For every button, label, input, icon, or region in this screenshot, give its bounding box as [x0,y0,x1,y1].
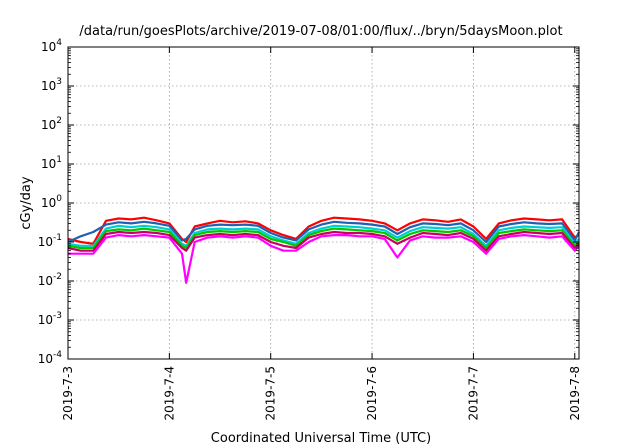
x-tick-label: 2019-7-3 [61,366,75,420]
series-line [67,230,580,252]
x-tick-label: 2019-7-5 [264,366,278,420]
y-tick-label: 100 [41,194,62,210]
series-line [67,216,580,245]
series-line [67,220,580,244]
y-tick-label: 101 [41,155,62,171]
y-tick-label: 10-2 [38,272,62,288]
series-line [67,227,580,250]
chart-title: /data/run/goesPlots/archive/2019-07-08/0… [79,24,562,39]
x-tick-label: 2019-7-8 [568,366,582,420]
series-group [67,216,580,284]
x-tick-label: 2019-7-6 [365,366,379,420]
y-tick-label: 10-3 [38,311,62,327]
series-line [67,224,580,247]
y-tick-label: 103 [41,77,62,93]
y-axis-title: cGy/day [19,176,34,230]
grid-lines [68,47,579,359]
axis-ticks [67,46,579,360]
x-tick-labels: 2019-7-3 2019-7-4 2019-7-5 2019-7-6 2019-7-7… [61,366,582,420]
x-tick-label: 2019-7-7 [466,366,480,420]
series-line [68,234,580,284]
x-tick-label: 2019-7-4 [162,366,176,420]
y-tick-label: 102 [41,116,62,132]
x-axis-title: Coordinated Universal Time (UTC) [211,431,431,446]
y-tick-label: 10-1 [38,233,62,249]
y-tick-labels: 10-4 10-3 10-2 10-1 100 101 102 103 104 [38,38,63,366]
y-tick-label: 10-4 [38,350,63,366]
y-tick-label: 104 [41,38,62,54]
